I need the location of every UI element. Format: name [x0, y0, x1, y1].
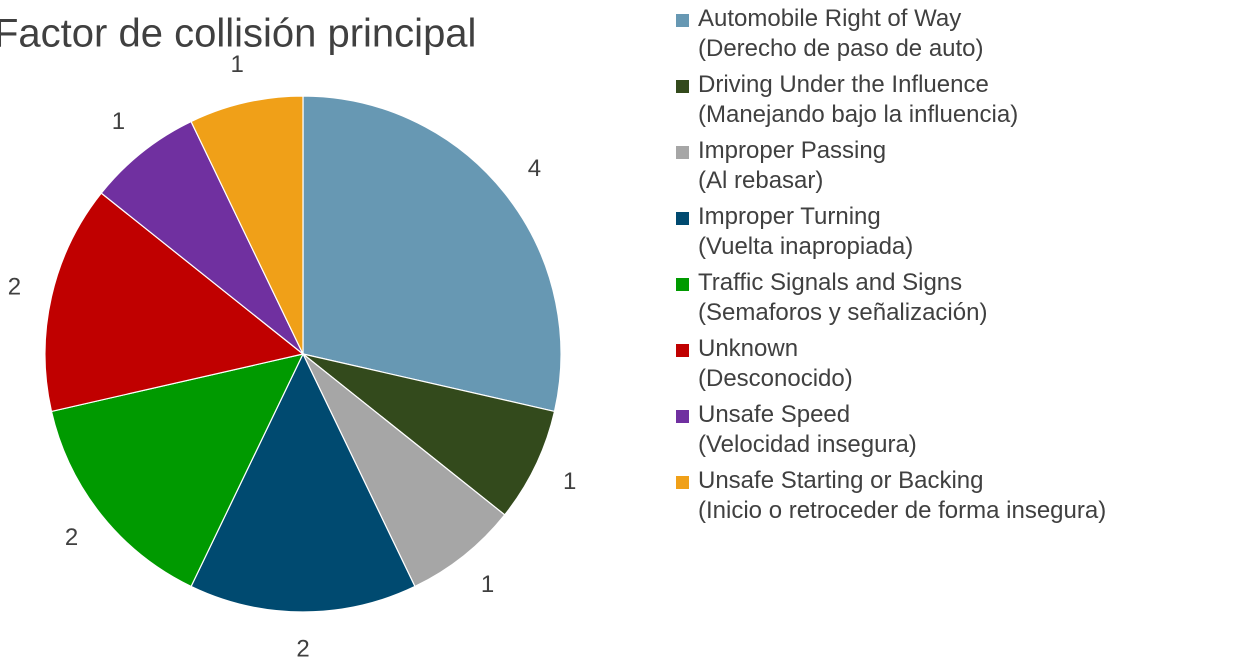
value-label: 4 — [528, 155, 541, 182]
value-label: 1 — [481, 571, 494, 598]
legend-swatch — [676, 410, 689, 423]
legend-label: Improper Turning (Vuelta inapropiada) — [698, 203, 914, 260]
chart-title: Factor de collisión principal — [0, 12, 476, 56]
legend-swatch — [676, 80, 689, 93]
legend-item: Improper Turning (Vuelta inapropiada) — [676, 202, 1106, 268]
legend-item: Unknown (Desconocido) — [676, 334, 1106, 400]
legend: Automobile Right of Way (Derecho de paso… — [676, 4, 1106, 532]
pie-slice — [302, 353, 556, 516]
legend-swatch — [676, 278, 689, 291]
legend-label: Unsafe Speed (Velocidad insegura) — [698, 401, 917, 458]
value-label: 2 — [8, 273, 21, 300]
value-label: 1 — [112, 108, 125, 135]
legend-label: Improper Passing (Al rebasar) — [698, 137, 887, 194]
legend-swatch — [676, 344, 689, 357]
legend-item: Unsafe Starting or Backing (Inicio o ret… — [676, 466, 1106, 532]
legend-swatch — [676, 14, 689, 27]
legend-item: Automobile Right of Way (Derecho de paso… — [676, 4, 1106, 70]
legend-label: Driving Under the Influence (Manejando b… — [698, 71, 1019, 128]
value-label: 1 — [230, 51, 243, 78]
pie-slice — [50, 353, 305, 588]
pie-slice — [302, 95, 562, 413]
legend-label: Traffic Signals and Signs (Semaforos y s… — [698, 269, 988, 326]
value-label: 1 — [563, 468, 576, 495]
pie-slice — [100, 120, 304, 355]
legend-item: Traffic Signals and Signs (Semaforos y s… — [676, 268, 1106, 334]
legend-label: Unsafe Starting or Backing (Inicio o ret… — [698, 467, 1107, 524]
legend-item: Driving Under the Influence (Manejando b… — [676, 70, 1106, 136]
legend-label: Unknown (Desconocido) — [698, 335, 853, 392]
legend-swatch — [676, 476, 689, 489]
legend-item: Improper Passing (Al rebasar) — [676, 136, 1106, 202]
pie-slice — [44, 192, 305, 413]
chart: Factor de collisión principal 4 1 1 2 2 2 1 1 — [0, 12, 576, 663]
legend-swatch — [676, 146, 689, 159]
legend-swatch — [676, 212, 689, 225]
pie-slice — [190, 352, 416, 613]
pie-slice — [190, 95, 304, 355]
pie-slice — [302, 353, 506, 588]
value-label: 2 — [65, 524, 78, 551]
legend-label: Automobile Right of Way (Derecho de paso… — [698, 5, 984, 62]
legend-item: Unsafe Speed (Velocidad insegura) — [676, 400, 1106, 466]
value-label: 2 — [296, 635, 309, 662]
